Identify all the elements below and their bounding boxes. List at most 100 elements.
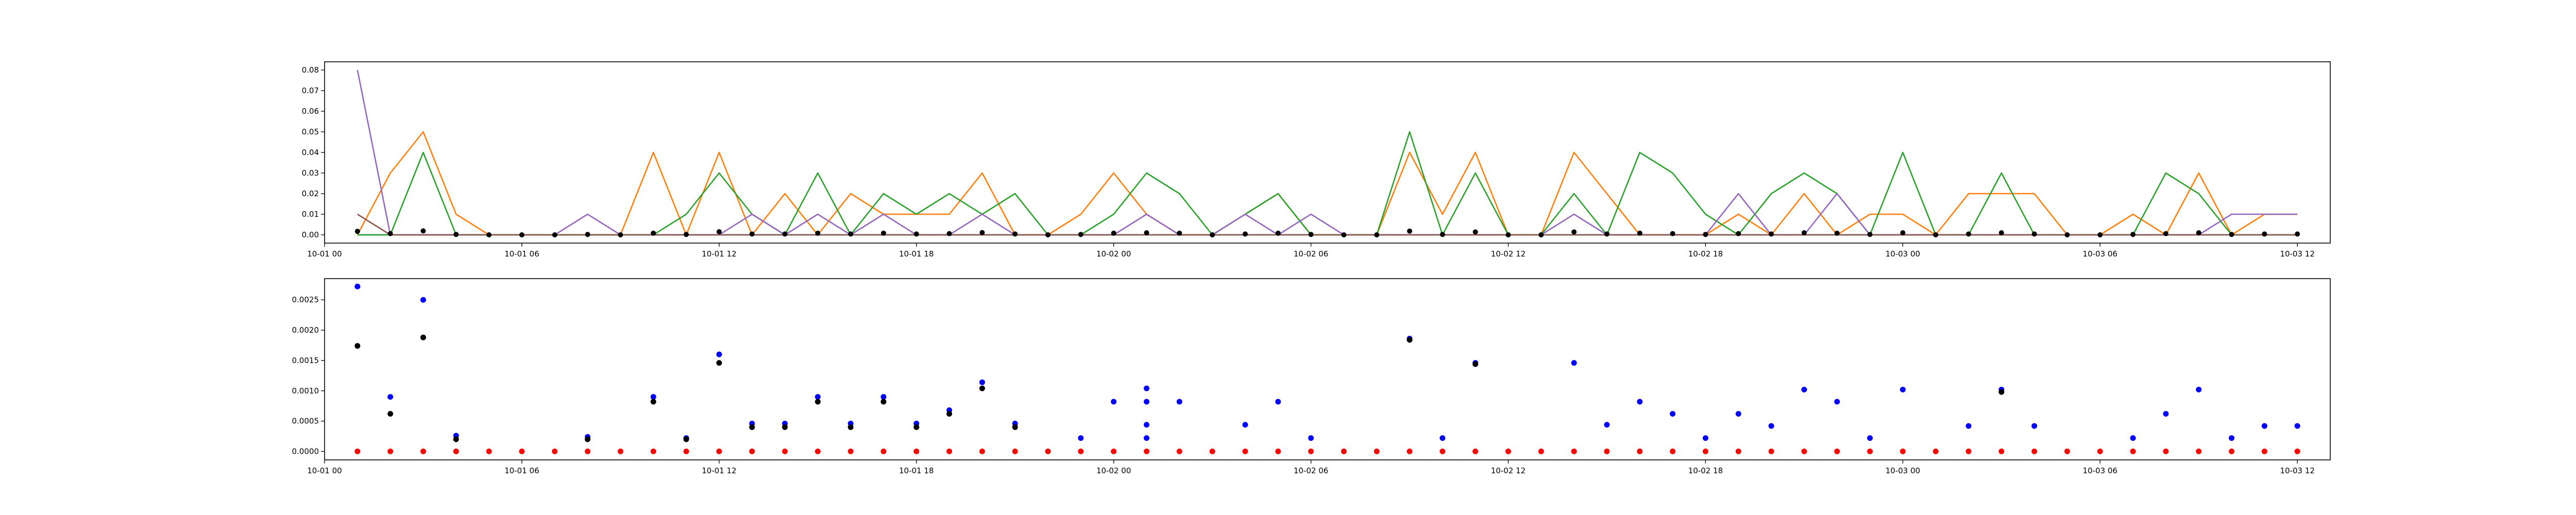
scatter-point-0: [1768, 423, 1774, 429]
scatter-point-1: [880, 399, 887, 405]
scatter-point-2: [1012, 449, 1018, 455]
scatter-point-0: [1637, 399, 1643, 405]
scatter-point-2: [650, 449, 656, 455]
scatter-point-2: [1900, 449, 1906, 455]
scatter-point-0: [1702, 435, 1708, 441]
x-tick-label: 10-02 00: [1096, 466, 1131, 475]
x-tick-label: 10-02 12: [1491, 466, 1526, 475]
series-marker-5: [1275, 230, 1281, 236]
scatter-point-0: [1670, 411, 1676, 417]
scatter-point-0: [2130, 435, 2136, 441]
scatter-point-1: [946, 411, 953, 417]
series-marker-5: [552, 232, 557, 237]
series-marker-5: [1177, 230, 1182, 236]
scatter-point-0: [1143, 399, 1149, 405]
scatter-point-0: [1735, 411, 1741, 417]
series-marker-5: [1998, 230, 2004, 235]
scatter-point-1: [354, 343, 361, 349]
scatter-point-0: [880, 394, 887, 400]
series-marker-5: [1439, 232, 1445, 237]
y-tick-label: 0.0025: [292, 295, 319, 304]
scatter-point-1: [387, 411, 394, 417]
series-line-4: [357, 213, 2298, 236]
scatter-point-0: [2229, 435, 2235, 441]
scatter-point-0: [2294, 423, 2300, 429]
scatter-point-2: [749, 449, 755, 455]
scatter-point-2: [354, 449, 361, 455]
scatter-point-1: [420, 334, 426, 340]
series-marker-5: [1505, 232, 1511, 237]
series-marker-5: [519, 232, 524, 237]
plot-frame: [324, 61, 2331, 244]
y-tick-label: 0.07: [302, 86, 319, 95]
scatter-point-2: [519, 449, 525, 455]
scatter-point-1: [1998, 389, 2005, 395]
series-marker-5: [1801, 230, 1807, 235]
scatter-point-0: [815, 394, 821, 400]
series-marker-5: [1834, 230, 1840, 236]
scatter-point-2: [1637, 449, 1643, 455]
x-tick-label: 10-03 12: [2280, 249, 2314, 259]
series-marker-5: [1144, 230, 1149, 235]
scatter-point-0: [1834, 399, 1840, 405]
scatter-point-2: [979, 449, 985, 455]
scatter-point-0: [1900, 386, 1906, 392]
series-marker-5: [1045, 232, 1051, 237]
series-marker-5: [486, 232, 492, 237]
scatter-point-2: [617, 449, 623, 455]
series-marker-5: [2130, 232, 2136, 237]
y-tick-label: 0.06: [302, 107, 319, 116]
scatter-point-1: [650, 399, 656, 405]
scatter-point-0: [1604, 422, 1610, 428]
x-tick-label: 10-01 06: [504, 466, 539, 475]
scatter-chart-axes: 10-01 00 10-01 06 10-01 12 10-01 18 10-02 00…: [292, 278, 2331, 475]
scatter-point-0: [650, 394, 656, 400]
scatter-point-0: [1439, 435, 1446, 441]
series-marker-5: [848, 231, 854, 237]
series-marker-5: [749, 231, 755, 237]
scatter-point-0: [1143, 422, 1149, 428]
scatter-point-2: [2064, 449, 2070, 455]
scatter-point-2: [1275, 449, 1281, 455]
series-marker-5: [1242, 231, 1248, 237]
y-tick-label: 0.0000: [292, 447, 319, 456]
scatter-point-0: [1078, 435, 1084, 441]
scatter-point-0: [2163, 411, 2169, 417]
scatter-point-2: [1867, 449, 1873, 455]
x-tick-label: 10-02 18: [1688, 466, 1723, 475]
scatter-point-2: [782, 449, 788, 455]
y-tick-label: 0.0010: [292, 386, 319, 396]
series-marker-5: [2262, 231, 2267, 237]
x-tick-label: 10-03 12: [2280, 466, 2314, 475]
line-chart-axes: 10-01 00 10-01 06 10-01 12 10-01 18 10-02 00…: [302, 61, 2331, 259]
scatter-point-2: [1308, 449, 1314, 455]
series-marker-5: [1374, 232, 1380, 237]
series-marker-5: [618, 232, 623, 237]
series-marker-5: [946, 231, 952, 236]
series-marker-5: [1341, 232, 1347, 237]
scatter-point-0: [1965, 423, 1972, 429]
scatter-point-0: [1308, 435, 1314, 441]
scatter-point-2: [1406, 449, 1413, 455]
y-tick-label: 0.0020: [292, 325, 319, 335]
scatter-point-2: [552, 449, 558, 455]
scatter-point-2: [1933, 449, 1939, 455]
scatter-point-2: [815, 449, 821, 455]
y-tick-label: 0.05: [302, 127, 319, 136]
series-marker-5: [354, 229, 360, 234]
series-marker-5: [1900, 230, 1906, 235]
scatter-point-0: [1801, 386, 1807, 392]
scatter-point-1: [913, 424, 920, 430]
scatter-point-2: [2031, 449, 2038, 455]
series-marker-5: [1867, 232, 1873, 237]
scatter-point-2: [1045, 449, 1051, 455]
scatter-point-1: [749, 424, 755, 430]
x-tick-label: 10-02 00: [1096, 249, 1131, 259]
series-marker-5: [1670, 231, 1675, 236]
x-tick-label: 10-01 12: [702, 466, 736, 475]
y-tick-label: 0.03: [302, 168, 319, 178]
scatter-point-0: [1143, 435, 1149, 441]
scatter-point-1: [1406, 337, 1413, 343]
scatter-point-2: [1505, 449, 1512, 455]
